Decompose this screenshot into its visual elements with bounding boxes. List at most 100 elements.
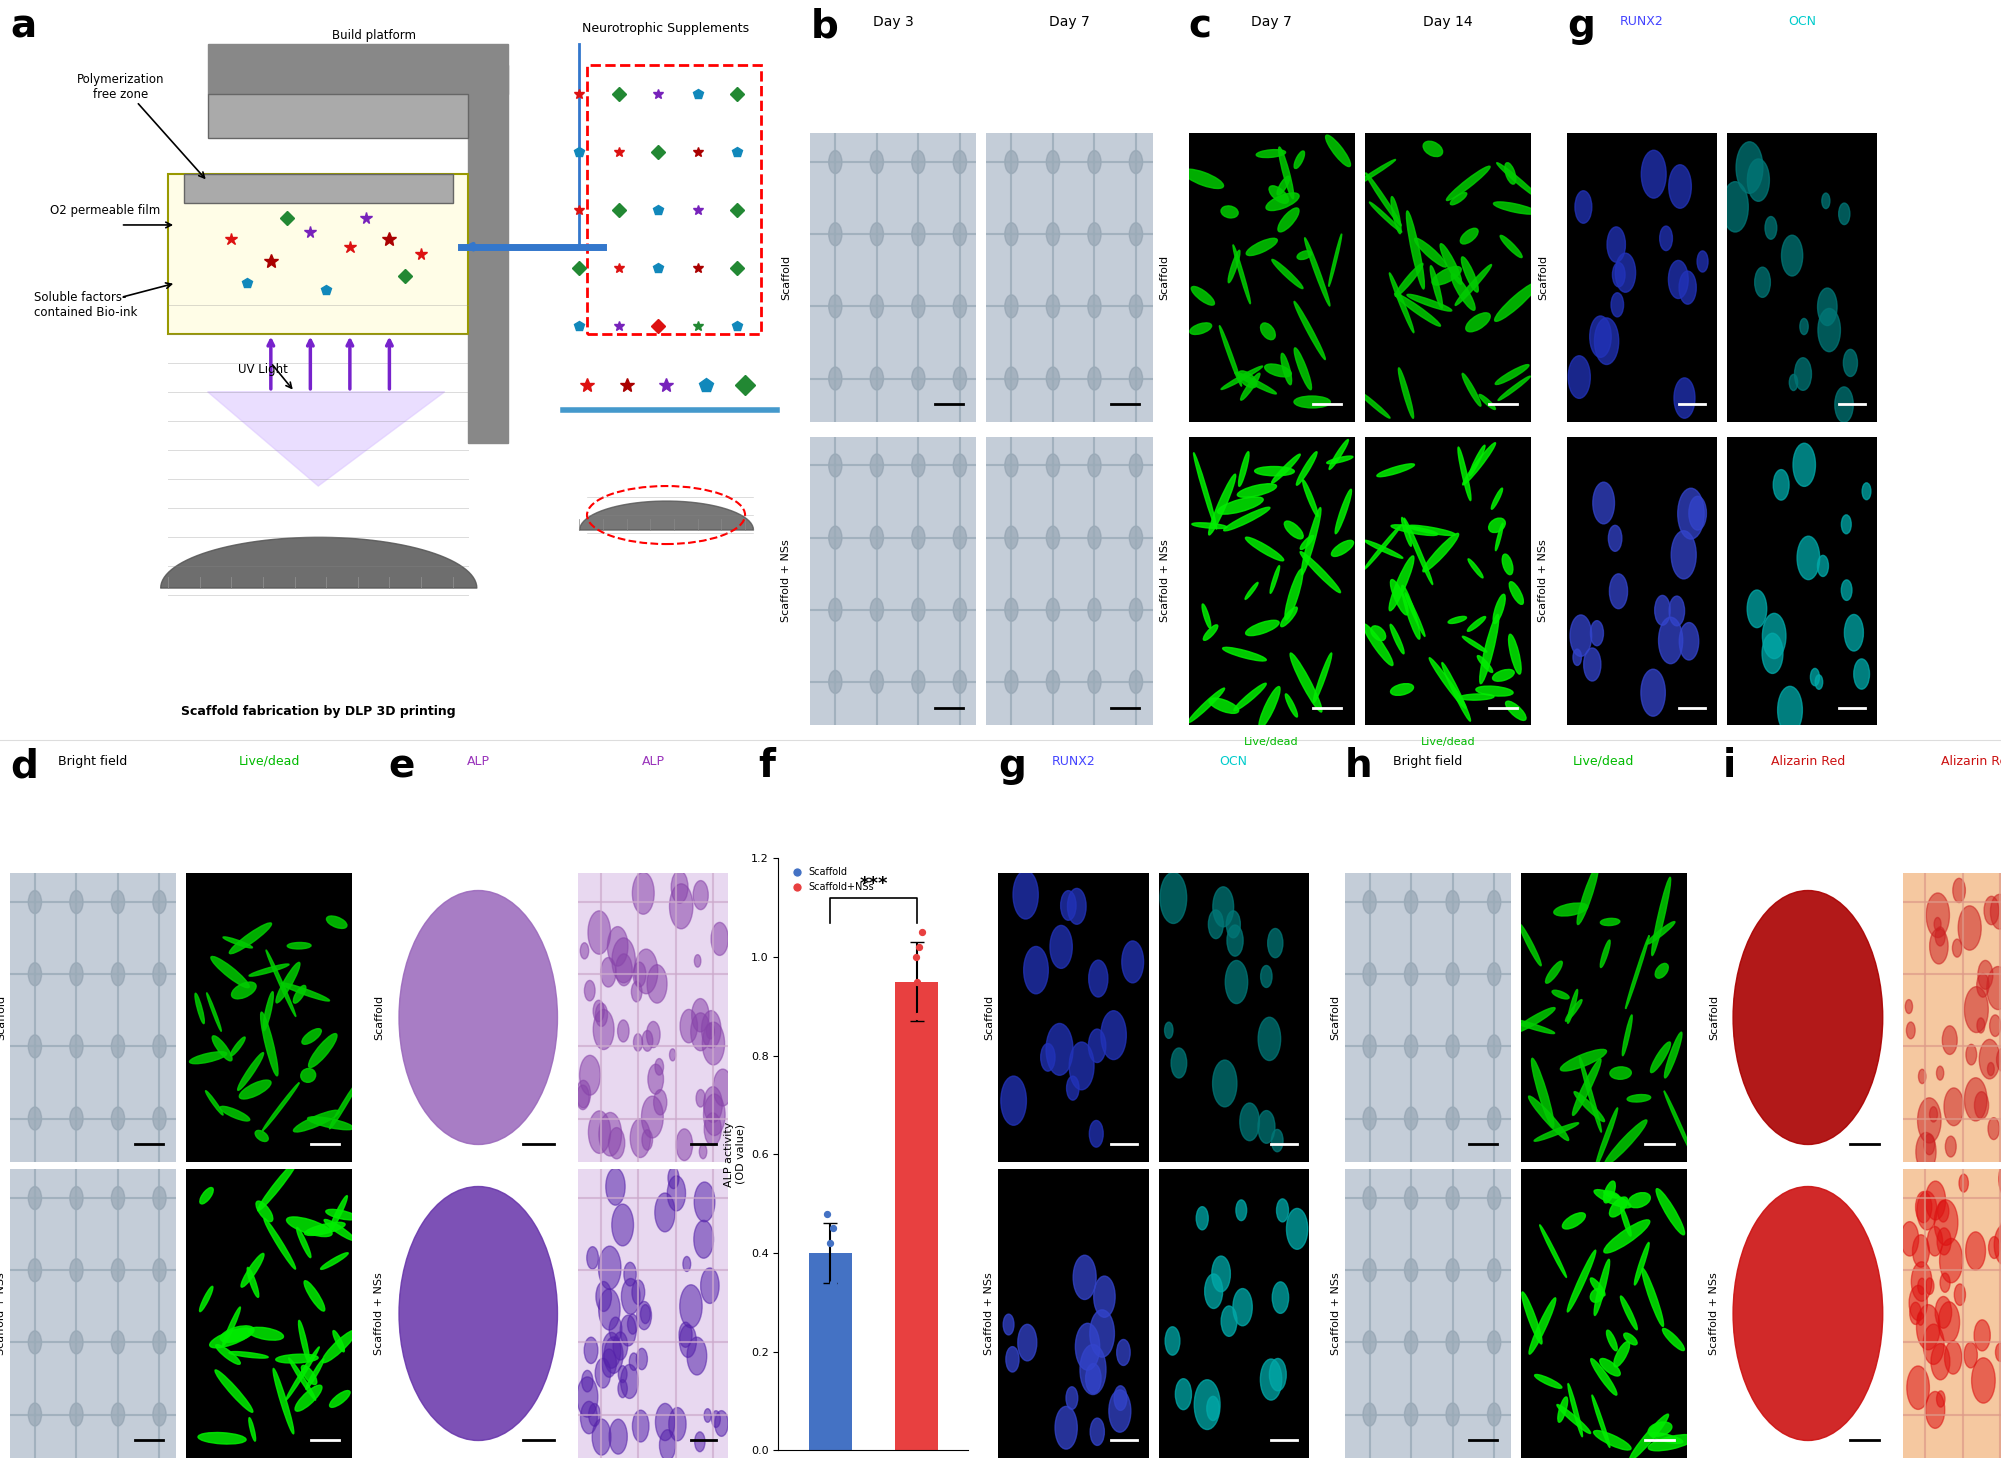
Ellipse shape [1601, 940, 1611, 968]
Circle shape [612, 938, 636, 983]
Circle shape [670, 884, 692, 929]
Ellipse shape [324, 1220, 354, 1240]
Ellipse shape [300, 1069, 316, 1082]
Text: c: c [1189, 7, 1211, 46]
Ellipse shape [248, 1267, 258, 1298]
Ellipse shape [1313, 653, 1333, 703]
Text: Scaffold + NSs: Scaffold + NSs [1331, 1273, 1341, 1354]
Ellipse shape [1271, 565, 1279, 593]
Ellipse shape [286, 1347, 320, 1400]
Ellipse shape [1625, 935, 1649, 1009]
Circle shape [608, 1128, 624, 1159]
Circle shape [1853, 659, 1869, 690]
Circle shape [586, 1246, 598, 1270]
Ellipse shape [1363, 623, 1393, 666]
Point [900, 946, 932, 969]
Ellipse shape [1505, 163, 1517, 184]
Circle shape [580, 1055, 600, 1095]
Ellipse shape [1499, 376, 1531, 401]
Circle shape [588, 1403, 600, 1427]
Circle shape [700, 1268, 718, 1304]
Ellipse shape [1469, 559, 1483, 577]
Circle shape [1447, 1258, 1459, 1282]
Circle shape [1965, 1231, 1985, 1270]
Circle shape [152, 1187, 166, 1209]
Circle shape [584, 1336, 598, 1363]
Ellipse shape [1555, 903, 1587, 916]
Circle shape [1000, 1076, 1027, 1125]
Legend: Scaffold, Scaffold+NSs: Scaffold, Scaffold+NSs [782, 863, 878, 895]
Ellipse shape [1491, 488, 1503, 509]
Circle shape [714, 1410, 728, 1437]
Circle shape [1799, 318, 1809, 334]
Ellipse shape [1423, 533, 1459, 571]
Ellipse shape [1503, 554, 1513, 574]
Circle shape [828, 222, 842, 246]
Ellipse shape [1285, 521, 1303, 539]
Ellipse shape [1467, 312, 1491, 332]
Circle shape [1165, 1326, 1181, 1356]
Circle shape [1405, 1107, 1419, 1131]
Ellipse shape [1607, 1331, 1617, 1351]
Circle shape [1747, 158, 1769, 201]
Circle shape [112, 1107, 124, 1131]
Ellipse shape [1269, 186, 1289, 203]
Ellipse shape [1509, 1018, 1555, 1033]
Circle shape [1773, 469, 1789, 500]
Circle shape [1839, 203, 1849, 225]
Ellipse shape [304, 1280, 324, 1311]
Circle shape [604, 1336, 622, 1373]
Ellipse shape [1235, 684, 1267, 710]
Circle shape [870, 295, 884, 318]
Ellipse shape [1395, 293, 1441, 326]
Ellipse shape [1329, 440, 1349, 469]
Circle shape [70, 1107, 84, 1131]
Ellipse shape [1495, 524, 1503, 551]
Ellipse shape [1469, 445, 1485, 477]
Circle shape [1611, 293, 1623, 317]
Circle shape [1923, 1134, 1935, 1154]
Circle shape [598, 1246, 620, 1289]
Circle shape [1607, 226, 1625, 262]
Ellipse shape [1459, 694, 1495, 700]
Circle shape [606, 1168, 624, 1205]
Bar [586, 65, 760, 333]
Ellipse shape [1233, 246, 1251, 303]
Circle shape [1789, 374, 1797, 391]
Ellipse shape [1605, 1220, 1649, 1254]
Circle shape [1937, 1391, 1945, 1407]
Circle shape [1405, 1331, 1419, 1354]
Point [902, 935, 934, 959]
Circle shape [1227, 925, 1243, 956]
Circle shape [580, 1402, 598, 1434]
Ellipse shape [1325, 135, 1351, 167]
Text: e: e [388, 747, 414, 786]
Ellipse shape [302, 1366, 316, 1385]
Circle shape [618, 1366, 626, 1382]
Circle shape [1447, 1187, 1459, 1209]
Text: Scaffold: Scaffold [0, 995, 6, 1040]
Circle shape [1287, 1208, 1309, 1249]
Ellipse shape [1189, 688, 1225, 722]
Circle shape [582, 1370, 592, 1391]
Circle shape [1793, 443, 1815, 487]
Circle shape [152, 891, 166, 913]
Ellipse shape [1295, 348, 1311, 389]
Circle shape [1061, 891, 1077, 921]
Text: ALP: ALP [642, 755, 664, 768]
Circle shape [1047, 454, 1061, 477]
Circle shape [576, 1085, 588, 1110]
Ellipse shape [222, 1307, 240, 1345]
Circle shape [1965, 1342, 1977, 1368]
Circle shape [1227, 910, 1241, 938]
Circle shape [912, 222, 924, 246]
Ellipse shape [302, 1029, 322, 1045]
Ellipse shape [248, 963, 288, 977]
Ellipse shape [1443, 663, 1471, 721]
Circle shape [692, 999, 708, 1032]
Circle shape [676, 1129, 692, 1160]
Circle shape [654, 1193, 674, 1231]
Ellipse shape [1399, 369, 1413, 419]
Circle shape [1129, 670, 1143, 694]
Text: Scaffold: Scaffold [1161, 255, 1169, 300]
